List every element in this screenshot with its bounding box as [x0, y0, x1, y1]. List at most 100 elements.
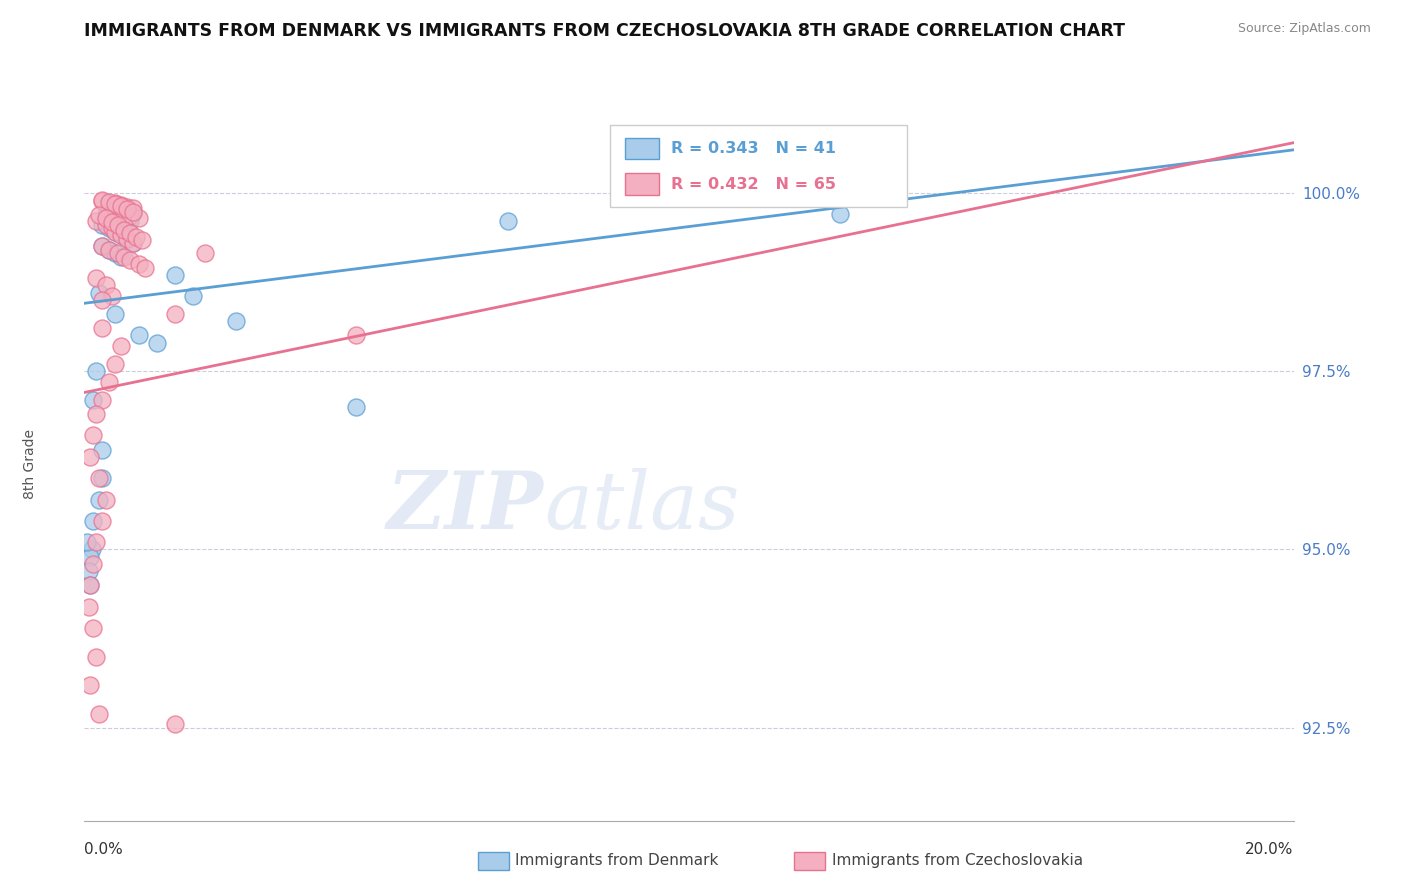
Point [134, 260, 156, 275]
Point [77, 564, 100, 578]
Point [97, 243, 120, 257]
Point [94, 278, 117, 293]
Point [86, 535, 108, 549]
Point [100, 221, 122, 235]
Point [146, 335, 169, 350]
Point [86, 407, 108, 421]
Point [107, 211, 129, 225]
Point [107, 219, 129, 233]
Point [115, 200, 138, 214]
Text: R = 0.343   N = 41: R = 0.343 N = 41 [671, 141, 835, 156]
Point [86, 214, 108, 228]
Point [82, 428, 104, 442]
Point [91, 442, 114, 457]
Point [110, 250, 132, 264]
Point [104, 225, 127, 239]
Point [112, 223, 135, 237]
Point [82, 392, 104, 407]
Point [79, 578, 101, 592]
Bar [624, 137, 659, 159]
Point [79, 549, 101, 564]
Point [107, 246, 129, 260]
Point [97, 196, 120, 211]
Point [121, 202, 143, 216]
Point [118, 214, 141, 228]
Point [128, 257, 150, 271]
Point [82, 621, 104, 635]
Point [128, 328, 150, 343]
Point [110, 228, 132, 243]
Text: IMMIGRANTS FROM DENMARK VS IMMIGRANTS FROM CZECHOSLOVAKIA 8TH GRADE CORRELATION : IMMIGRANTS FROM DENMARK VS IMMIGRANTS FR… [84, 22, 1125, 40]
Point [121, 235, 143, 250]
Point [181, 289, 204, 303]
Point [121, 205, 143, 219]
Point [107, 205, 129, 219]
Point [115, 202, 138, 216]
Point [110, 228, 132, 243]
Point [91, 193, 114, 207]
Point [94, 492, 117, 507]
Point [97, 194, 120, 209]
Point [110, 202, 132, 216]
Point [104, 357, 127, 371]
Point [79, 450, 101, 464]
Point [104, 197, 127, 211]
Point [89, 706, 111, 721]
Point [97, 375, 120, 389]
Point [94, 207, 117, 221]
Point [118, 209, 141, 223]
Point [91, 471, 114, 485]
Point [110, 339, 132, 353]
Point [100, 209, 122, 223]
Point [125, 230, 148, 244]
Point [194, 246, 217, 260]
Point [86, 271, 108, 285]
Point [165, 307, 187, 321]
Text: 20.0%: 20.0% [1246, 842, 1294, 857]
Point [91, 239, 114, 253]
Point [82, 514, 104, 528]
Point [77, 599, 100, 614]
Point [118, 253, 141, 268]
Point [128, 211, 150, 225]
Text: Source: ZipAtlas.com: Source: ZipAtlas.com [1237, 22, 1371, 36]
Point [346, 400, 368, 414]
Bar [610, 125, 907, 207]
Point [346, 328, 368, 343]
Point [165, 268, 187, 282]
Text: Immigrants from Denmark: Immigrants from Denmark [515, 854, 718, 868]
Text: atlas: atlas [544, 468, 740, 545]
Point [104, 200, 127, 214]
Point [76, 535, 98, 549]
Point [104, 307, 127, 321]
Point [100, 289, 122, 303]
Point [104, 246, 127, 260]
Point [115, 232, 138, 246]
Point [496, 214, 519, 228]
Point [91, 321, 114, 335]
Point [104, 225, 127, 239]
Point [115, 203, 138, 218]
Point [131, 234, 153, 248]
Point [89, 285, 111, 300]
Point [100, 215, 122, 229]
Point [97, 221, 120, 235]
Point [104, 196, 127, 211]
Point [97, 243, 120, 257]
Point [91, 194, 114, 209]
Point [94, 218, 117, 232]
Point [91, 392, 114, 407]
Point [97, 203, 120, 218]
Point [82, 557, 104, 571]
Point [79, 678, 101, 692]
Point [86, 649, 108, 664]
Point [89, 471, 111, 485]
Point [79, 578, 101, 592]
Point [91, 293, 114, 307]
Text: ZIP: ZIP [387, 468, 544, 545]
Text: 8th Grade: 8th Grade [22, 429, 37, 499]
Point [89, 208, 111, 222]
Point [121, 235, 143, 250]
Point [86, 364, 108, 378]
Text: 0.0%: 0.0% [84, 842, 124, 857]
